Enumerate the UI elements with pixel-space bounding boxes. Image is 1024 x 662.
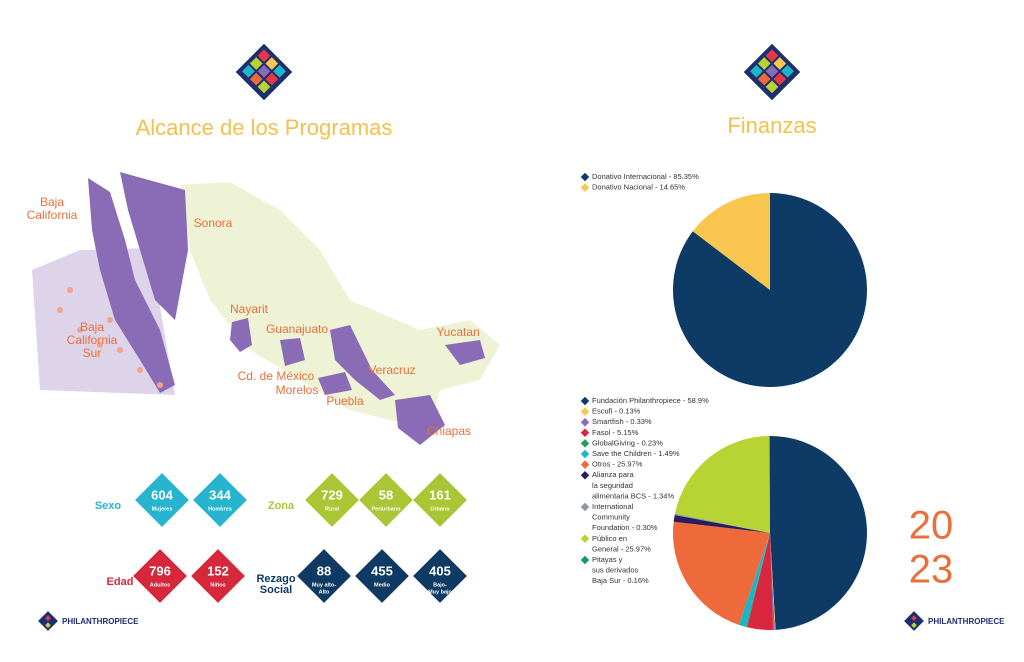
- stat-label: Medio: [374, 582, 391, 588]
- stat-value: 729: [321, 487, 343, 502]
- map-label: Puebla: [326, 394, 364, 408]
- legend-marker: [580, 460, 590, 469]
- pie-slice: [673, 515, 770, 533]
- legend-label: Público en: [592, 534, 627, 543]
- stat-label: Periurbano: [371, 506, 401, 512]
- map-label: Yucatan: [436, 325, 479, 339]
- stat-label: Muy bajo: [428, 589, 452, 595]
- legend-label: Alianza para: [592, 470, 635, 479]
- stat-value: 405: [429, 563, 451, 578]
- pie-slice: [672, 193, 867, 387]
- stat-label: Muy alto-: [312, 582, 336, 588]
- legend-label: Escufi - 0.13%: [592, 407, 641, 416]
- pie-slice: [674, 513, 770, 533]
- legend-label: Otros - 25.97%: [592, 460, 643, 469]
- map-label: Baja: [40, 195, 64, 209]
- pie-slice: [692, 193, 770, 290]
- legend-label: General - 25.97%: [592, 544, 651, 553]
- legend-label: Smartfish - 0.33%: [592, 417, 652, 426]
- pie-slice: [674, 436, 770, 533]
- legend-label: Donativo Nacional - 14.65%: [592, 183, 685, 192]
- legend-marker: [580, 172, 590, 182]
- map-label: Morelos: [276, 383, 319, 397]
- pie-slice: [673, 521, 770, 625]
- map-label: California: [67, 333, 118, 347]
- legend-label: Fasol - 5.15%: [592, 428, 639, 437]
- legend-label: International: [592, 502, 634, 511]
- map-label: Veracruz: [368, 363, 415, 377]
- stat-label: Urbano: [430, 506, 450, 512]
- stat-value: 152: [207, 563, 229, 578]
- map-label: Cd. de México: [238, 369, 315, 383]
- stat-group-label: Edad: [107, 576, 134, 588]
- title: Alcance de los Programas: [136, 115, 393, 140]
- legend-marker: [580, 439, 590, 448]
- stat-label: Rural: [325, 506, 340, 512]
- stat-value: 344: [209, 487, 231, 502]
- stat-value: 58: [379, 487, 393, 502]
- stat-value: 161: [429, 487, 451, 502]
- legend-marker: [580, 470, 590, 480]
- map-label: California: [27, 208, 78, 222]
- map-label: Sur: [83, 346, 102, 360]
- map-label: Guanajuato: [266, 322, 328, 336]
- stat-label: Hombres: [208, 506, 232, 512]
- map-label: Baja: [80, 320, 104, 334]
- stat-value: 604: [151, 487, 173, 502]
- legend-label: sus derivados: [592, 566, 639, 575]
- legend-marker: [580, 396, 590, 406]
- stat-group-label: Sexo: [95, 500, 122, 512]
- legend-label: Pitayas y: [592, 555, 623, 564]
- legend-marker: [580, 449, 590, 459]
- legend-label: Baja Sur - 0.16%: [592, 576, 649, 585]
- pie-slice: [769, 436, 770, 533]
- map-label: Nayarit: [230, 302, 269, 316]
- legend-label: la seguridad: [592, 481, 633, 490]
- logo-text: PHILANTHROPIECE: [928, 617, 1005, 626]
- stat-group-label: Zona: [268, 500, 295, 512]
- logo-mark: [235, 43, 293, 101]
- map-label: Chiapas: [427, 424, 471, 438]
- legend-marker: [580, 183, 590, 192]
- legend-label: Community: [592, 513, 630, 522]
- stat-value: 455: [371, 563, 393, 578]
- pie-slice: [747, 533, 774, 630]
- legend-marker: [580, 417, 590, 427]
- stat-label: Alto: [319, 589, 330, 595]
- pie-slice: [770, 436, 867, 630]
- stat-group-label: Rezago: [256, 573, 295, 585]
- logo-mark: [38, 611, 58, 631]
- map: [32, 172, 500, 445]
- stat-group-label: Social: [260, 584, 292, 596]
- legend-label: Save the Children - 1.49%: [592, 449, 680, 458]
- legend-marker: [580, 534, 590, 544]
- legend-label: Fundación Philanthropiece - 58.9%: [592, 396, 709, 405]
- legend-marker: [580, 407, 590, 416]
- logo-text: PHILANTHROPIECE: [62, 617, 139, 626]
- map-label: Sonora: [194, 216, 233, 230]
- legend-marker: [580, 428, 590, 438]
- legend-label: GlobalGiving - 0.23%: [592, 438, 663, 447]
- stat-label: Adultos: [150, 582, 170, 588]
- legend-label: alimentaria BCS - 1.34%: [592, 491, 674, 500]
- stat-value: 796: [149, 563, 171, 578]
- logo-mark: [904, 611, 924, 631]
- legend-label: Donativo Internacional - 85.35%: [592, 172, 699, 181]
- stat-value: 88: [317, 563, 331, 578]
- logo-mark: [743, 43, 801, 101]
- legend-marker: [580, 502, 590, 512]
- pie-slice: [770, 533, 775, 630]
- year: 23: [909, 548, 954, 592]
- year: 20: [909, 504, 954, 548]
- pie-slice: [738, 533, 770, 628]
- pie-slice: [770, 533, 776, 630]
- legend-marker: [580, 555, 590, 565]
- title: Finanzas: [727, 113, 816, 138]
- legend-label: Foundation - 0.30%: [592, 523, 658, 532]
- pie-slice: [746, 533, 770, 628]
- stat-label: Mujeres: [152, 506, 173, 512]
- stat-label: Bajo-: [433, 582, 447, 588]
- stat-label: Niños: [210, 582, 225, 588]
